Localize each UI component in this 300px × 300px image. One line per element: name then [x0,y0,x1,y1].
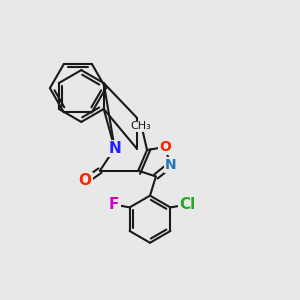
Text: Cl: Cl [179,197,196,212]
Text: F: F [109,197,119,212]
Text: O: O [79,173,92,188]
Text: N: N [165,158,176,172]
Text: CH₃: CH₃ [131,122,152,131]
Text: N: N [108,141,121,156]
Text: O: O [159,140,171,154]
